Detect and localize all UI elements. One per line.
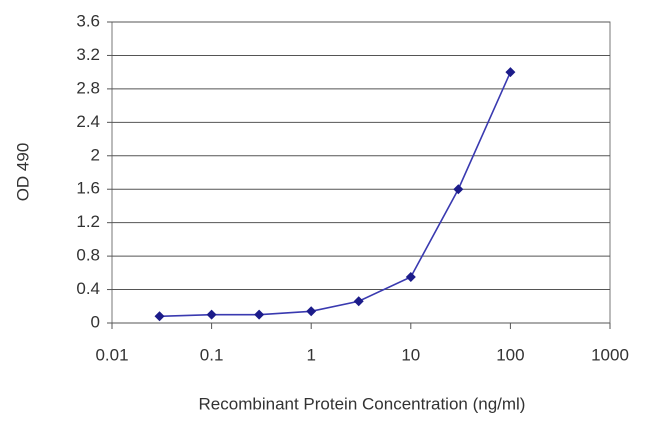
plot-area (111, 21, 611, 324)
y-tick-label: 3.2 (76, 45, 100, 64)
y-tick-label: 2.4 (76, 112, 100, 131)
data-point (405, 272, 416, 283)
x-axis-label: Recombinant Protein Concentration (ng/ml… (199, 394, 526, 413)
x-tick-label: 100 (496, 345, 524, 364)
data-point (154, 311, 165, 322)
y-tick-label: 2.8 (76, 78, 100, 97)
data-point (353, 296, 364, 307)
y-tick-label: 1.2 (76, 212, 100, 231)
y-axis-label: OD 490 (13, 143, 32, 202)
y-tick-label: 0 (91, 312, 100, 331)
x-tick-label: 0.1 (200, 345, 224, 364)
y-tick-label: 0.4 (76, 279, 100, 298)
x-tick-label: 0.01 (95, 345, 128, 364)
data-point (306, 306, 317, 317)
y-tick-label: 3.6 (76, 11, 100, 30)
y-tick-label: 0.8 (76, 246, 100, 265)
x-tick-label: 1000 (591, 345, 629, 364)
data-point (453, 184, 464, 195)
y-tick-label: 1.6 (76, 179, 100, 198)
x-tick-label: 1 (306, 345, 315, 364)
x-tick-label: 10 (401, 345, 420, 364)
data-point (206, 309, 217, 320)
data-point (505, 67, 516, 78)
data-point (254, 309, 265, 320)
data-line (159, 71, 512, 318)
y-tick-label: 2 (91, 145, 100, 164)
